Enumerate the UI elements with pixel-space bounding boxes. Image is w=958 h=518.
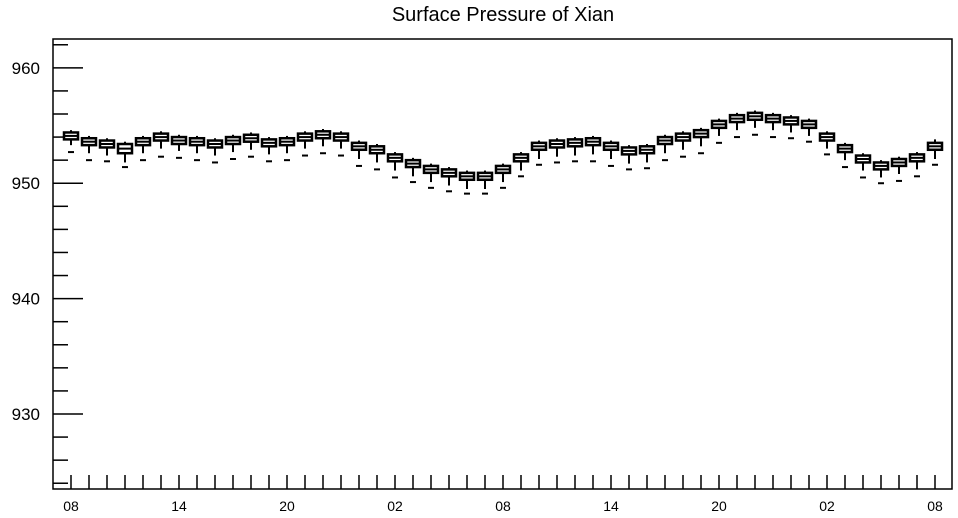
box-item bbox=[350, 140, 368, 167]
x-tick-label: 20 bbox=[711, 498, 727, 514]
box-item bbox=[386, 152, 404, 179]
y-tick-label: 930 bbox=[12, 405, 40, 424]
box-item bbox=[782, 115, 800, 140]
x-tick-label: 02 bbox=[819, 498, 835, 514]
box-item bbox=[116, 141, 134, 169]
box-item bbox=[422, 163, 440, 189]
box-item bbox=[584, 135, 602, 163]
box-item bbox=[224, 134, 242, 160]
box-item bbox=[296, 131, 314, 157]
x-tick-label: 08 bbox=[495, 498, 511, 514]
box-item bbox=[656, 134, 674, 162]
box-item bbox=[278, 135, 296, 162]
plot-frame bbox=[52, 38, 953, 490]
box-item bbox=[854, 153, 872, 179]
box-item bbox=[926, 139, 944, 166]
box-item bbox=[440, 167, 458, 193]
box-item bbox=[800, 118, 818, 143]
box-item bbox=[602, 140, 620, 167]
box-item bbox=[638, 144, 656, 170]
box-item bbox=[332, 131, 350, 157]
x-tick-label: 08 bbox=[927, 498, 943, 514]
box-item bbox=[908, 152, 926, 178]
box-item bbox=[530, 140, 548, 166]
box-item bbox=[242, 132, 260, 158]
x-tick-label: 14 bbox=[171, 498, 187, 514]
box-item bbox=[728, 112, 746, 139]
box-series bbox=[62, 110, 944, 195]
box-item bbox=[872, 160, 890, 185]
box-item bbox=[836, 142, 854, 169]
y-tick-label: 950 bbox=[12, 174, 40, 193]
box-item bbox=[620, 145, 638, 171]
box-item bbox=[152, 131, 170, 158]
box-item bbox=[80, 135, 98, 162]
box-item bbox=[674, 131, 692, 158]
box-item bbox=[188, 135, 206, 162]
box-item bbox=[764, 112, 782, 139]
box-item bbox=[368, 144, 386, 171]
x-tick-label: 20 bbox=[279, 498, 295, 514]
chart-title: Surface Pressure of Xian bbox=[391, 4, 615, 26]
box-item bbox=[458, 170, 476, 195]
box-item bbox=[494, 163, 512, 189]
y-axis: 960 950 940 930 bbox=[12, 44, 83, 484]
x-tick-label: 14 bbox=[603, 498, 619, 514]
box-item bbox=[476, 170, 494, 195]
x-tick-label: 02 bbox=[387, 498, 403, 514]
box-item bbox=[98, 138, 116, 163]
y-tick-label: 940 bbox=[12, 290, 40, 309]
box-item bbox=[710, 118, 728, 144]
x-tick-label: 08 bbox=[63, 498, 79, 514]
y-tick-label: 960 bbox=[12, 59, 40, 78]
box-item bbox=[404, 157, 422, 184]
box-item bbox=[548, 138, 566, 164]
box-item bbox=[692, 127, 710, 155]
box-item bbox=[260, 137, 278, 163]
box-item bbox=[746, 110, 764, 136]
box-item bbox=[206, 138, 224, 164]
box-item bbox=[566, 137, 584, 163]
box-item bbox=[62, 130, 80, 154]
box-item bbox=[818, 131, 836, 156]
box-item bbox=[512, 152, 530, 178]
box-item bbox=[170, 134, 188, 159]
x-axis: 08 14 20 02 08 14 20 02 08 bbox=[63, 475, 943, 514]
box-item bbox=[890, 156, 908, 182]
box-item bbox=[314, 129, 332, 155]
box-item bbox=[134, 135, 152, 162]
